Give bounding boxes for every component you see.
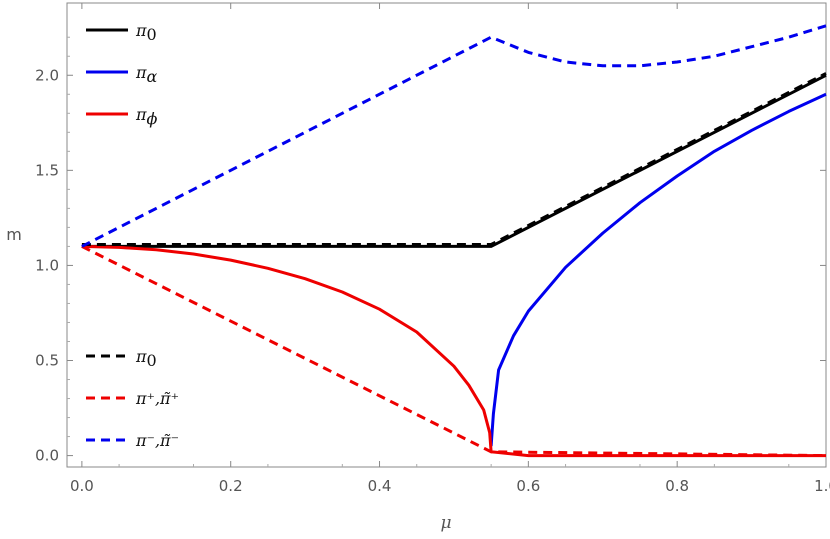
y-tick-label: 1.5: [35, 161, 59, 179]
series-solid-2: [81, 244, 826, 458]
series-dashed-5: [81, 24, 827, 248]
x-tick-label: 0.0: [70, 477, 94, 495]
series-dashed-3: [81, 72, 827, 246]
legend-label: πϕ: [135, 105, 158, 128]
x-axis-label: μ: [440, 513, 451, 533]
x-tick-label: 0.8: [665, 477, 689, 495]
x-tick-label: 0.4: [368, 477, 392, 495]
plot-frame: [66, 2, 827, 468]
legend-label: π0: [135, 347, 157, 370]
y-tick-label: 2.0: [35, 66, 59, 84]
series-solid-0: [81, 73, 827, 248]
series-layer: [81, 24, 827, 458]
y-tick-label: 1.0: [35, 256, 59, 274]
legend-label: π0: [135, 21, 157, 44]
series-solid-1: [489, 92, 827, 447]
legend-layer: π0 πα πϕ π0 π⁺,π̃⁺ π⁻,π̃⁻: [86, 21, 179, 450]
x-tick-label: 0.2: [219, 477, 243, 495]
legend-label: π⁻,π̃⁻: [135, 431, 179, 450]
y-axis-label: m: [6, 225, 22, 244]
axis-ticks: 0.0 0.2 0.4 0.6 0.8 1.0 0.0 0.5 1.0 1.5 2.0: [35, 3, 830, 495]
y-tick-label: 0.0: [35, 447, 59, 465]
x-tick-label: 0.6: [516, 477, 540, 495]
legend-label: π⁺,π̃⁺: [135, 389, 179, 408]
series-dashed-4: [81, 245, 827, 458]
legend-label: πα: [135, 63, 158, 86]
x-tick-label: 1.0: [814, 477, 830, 495]
y-tick-label: 0.5: [35, 352, 59, 370]
